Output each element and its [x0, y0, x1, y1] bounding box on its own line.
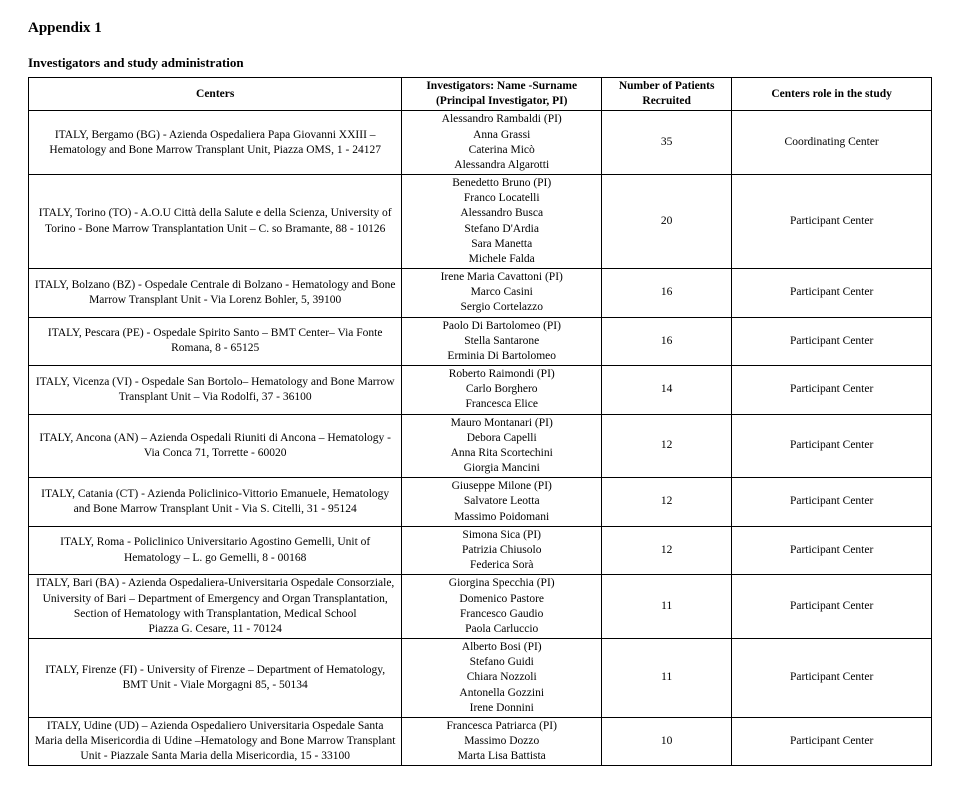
section-subtitle: Investigators and study administration	[28, 55, 932, 71]
number-cell: 16	[602, 317, 732, 366]
table-header-row: Centers Investigators: Name -Surname (Pr…	[29, 78, 932, 111]
number-cell: 12	[602, 414, 732, 478]
header-role: Centers role in the study	[732, 78, 932, 111]
table-row: ITALY, Udine (UD) – Azienda Ospedaliero …	[29, 717, 932, 766]
header-number: Number of Patients Recruited	[602, 78, 732, 111]
center-cell: ITALY, Bergamo (BG) - Azienda Ospedalier…	[29, 111, 402, 175]
number-cell: 11	[602, 575, 732, 639]
table-row: ITALY, Ancona (AN) – Azienda Ospedali Ri…	[29, 414, 932, 478]
header-investigators: Investigators: Name -Surname (Principal …	[402, 78, 602, 111]
table-row: ITALY, Torino (TO) - A.O.U Città della S…	[29, 175, 932, 269]
investigators-cell: Paolo Di Bartolomeo (PI)Stella Santarone…	[402, 317, 602, 366]
center-cell: ITALY, Bari (BA) - Azienda Ospedaliera-U…	[29, 575, 402, 639]
investigators-cell: Roberto Raimondi (PI)Carlo BorgheroFranc…	[402, 366, 602, 415]
number-cell: 11	[602, 639, 732, 718]
role-cell: Participant Center	[732, 575, 932, 639]
table-row: ITALY, Pescara (PE) - Ospedale Spirito S…	[29, 317, 932, 366]
investigators-cell: Giorgina Specchia (PI)Domenico PastoreFr…	[402, 575, 602, 639]
header-centers: Centers	[29, 78, 402, 111]
center-cell: ITALY, Catania (CT) - Azienda Policlinic…	[29, 478, 402, 527]
role-cell: Participant Center	[732, 269, 932, 318]
center-cell: ITALY, Torino (TO) - A.O.U Città della S…	[29, 175, 402, 269]
center-cell: ITALY, Pescara (PE) - Ospedale Spirito S…	[29, 317, 402, 366]
number-cell: 16	[602, 269, 732, 318]
role-cell: Participant Center	[732, 526, 932, 575]
appendix-title: Appendix 1	[28, 20, 932, 37]
number-cell: 20	[602, 175, 732, 269]
center-cell: ITALY, Ancona (AN) – Azienda Ospedali Ri…	[29, 414, 402, 478]
role-cell: Participant Center	[732, 366, 932, 415]
investigators-cell: Benedetto Bruno (PI)Franco LocatelliAles…	[402, 175, 602, 269]
investigators-cell: Alessandro Rambaldi (PI)Anna GrassiCater…	[402, 111, 602, 175]
role-cell: Participant Center	[732, 414, 932, 478]
investigators-table: Centers Investigators: Name -Surname (Pr…	[28, 77, 932, 766]
investigators-cell: Francesca Patriarca (PI)Massimo DozzoMar…	[402, 717, 602, 766]
role-cell: Coordinating Center	[732, 111, 932, 175]
table-row: ITALY, Catania (CT) - Azienda Policlinic…	[29, 478, 932, 527]
table-row: ITALY, Bolzano (BZ) - Ospedale Centrale …	[29, 269, 932, 318]
center-cell: ITALY, Vicenza (VI) - Ospedale San Borto…	[29, 366, 402, 415]
table-row: ITALY, Bari (BA) - Azienda Ospedaliera-U…	[29, 575, 932, 639]
investigators-cell: Alberto Bosi (PI)Stefano GuidiChiara Noz…	[402, 639, 602, 718]
table-row: ITALY, Vicenza (VI) - Ospedale San Borto…	[29, 366, 932, 415]
table-row: ITALY, Roma - Policlinico Universitario …	[29, 526, 932, 575]
role-cell: Participant Center	[732, 639, 932, 718]
center-cell: ITALY, Roma - Policlinico Universitario …	[29, 526, 402, 575]
investigators-cell: Simona Sica (PI)Patrizia ChiusoloFederic…	[402, 526, 602, 575]
role-cell: Participant Center	[732, 175, 932, 269]
role-cell: Participant Center	[732, 478, 932, 527]
role-cell: Participant Center	[732, 717, 932, 766]
table-row: ITALY, Bergamo (BG) - Azienda Ospedalier…	[29, 111, 932, 175]
investigators-cell: Mauro Montanari (PI)Debora CapelliAnna R…	[402, 414, 602, 478]
investigators-cell: Giuseppe Milone (PI)Salvatore LeottaMass…	[402, 478, 602, 527]
center-cell: ITALY, Bolzano (BZ) - Ospedale Centrale …	[29, 269, 402, 318]
number-cell: 10	[602, 717, 732, 766]
number-cell: 12	[602, 478, 732, 527]
number-cell: 12	[602, 526, 732, 575]
number-cell: 35	[602, 111, 732, 175]
investigators-cell: Irene Maria Cavattoni (PI)Marco CasiniSe…	[402, 269, 602, 318]
center-cell: ITALY, Firenze (FI) - University of Fire…	[29, 639, 402, 718]
role-cell: Participant Center	[732, 317, 932, 366]
number-cell: 14	[602, 366, 732, 415]
table-row: ITALY, Firenze (FI) - University of Fire…	[29, 639, 932, 718]
table-body: ITALY, Bergamo (BG) - Azienda Ospedalier…	[29, 111, 932, 766]
center-cell: ITALY, Udine (UD) – Azienda Ospedaliero …	[29, 717, 402, 766]
